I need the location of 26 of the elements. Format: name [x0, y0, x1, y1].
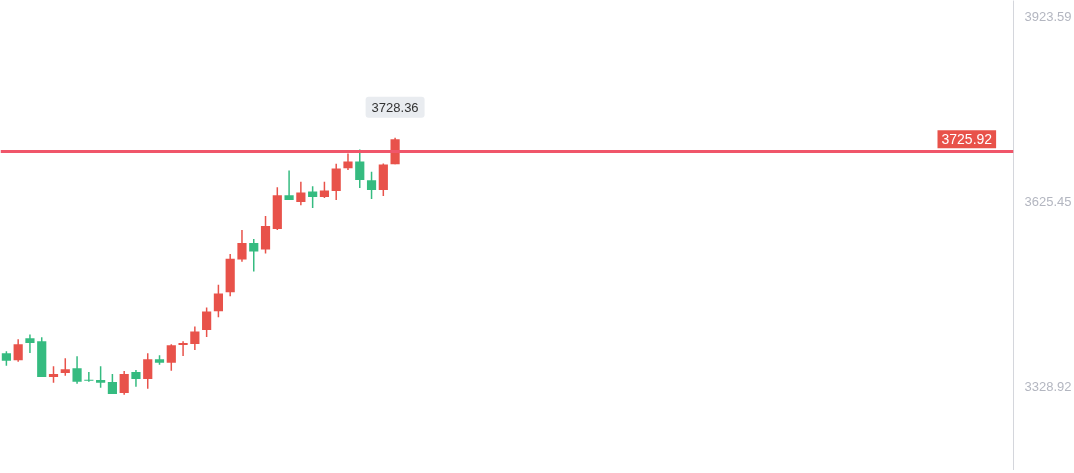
candlestick [84, 371, 94, 383]
y-tick-label: 3328.92 [1024, 378, 1072, 394]
candlestick [249, 238, 259, 273]
annotation: 3728.36 [371, 99, 419, 115]
candlestick [96, 365, 106, 389]
y-tick-label: 3625.45 [1024, 194, 1072, 210]
candlestick [308, 185, 318, 209]
candlestick [107, 373, 117, 395]
candlestick [25, 333, 35, 354]
candlestick [202, 306, 212, 338]
candlestick [143, 352, 153, 390]
candlestick [166, 343, 176, 372]
candlestick [119, 370, 129, 396]
annotation: 3725.92 [941, 131, 993, 148]
y-tick-label: 3923.59 [1024, 8, 1072, 24]
candlestick [72, 355, 82, 385]
candlestick [366, 170, 377, 200]
candlestick [178, 340, 188, 357]
candlestick [331, 163, 341, 201]
candlestick [260, 215, 271, 255]
candlestick [190, 325, 200, 351]
candlestick [213, 283, 224, 318]
candlestick [284, 169, 294, 201]
candlestick [13, 338, 23, 363]
candlestick [296, 180, 306, 206]
candlestick [237, 229, 247, 263]
